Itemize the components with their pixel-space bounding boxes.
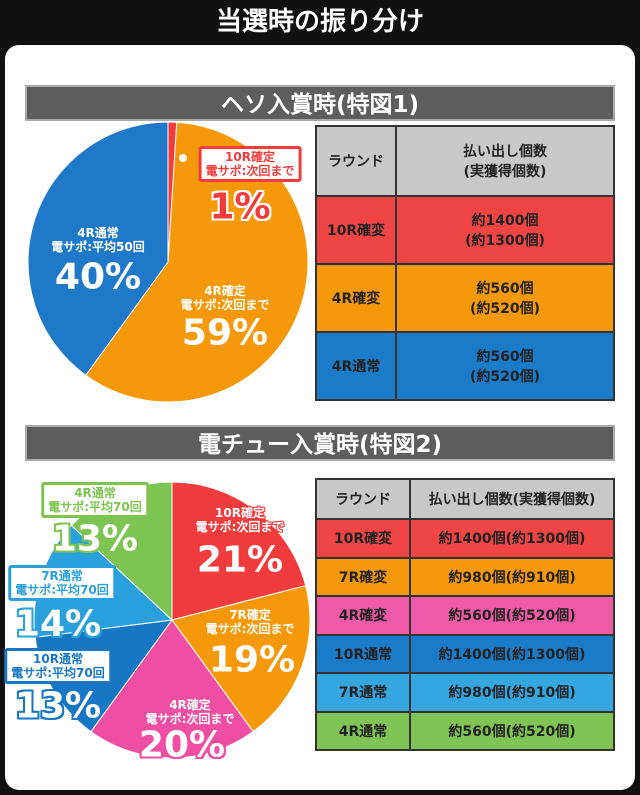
header-row: ラウンド 払い出し個数(実獲得個数)	[315, 478, 615, 520]
table-cell: 払い出し個数 (実獲得個数)	[395, 125, 615, 197]
table-cell: 10R確変	[315, 518, 411, 559]
page-title: 当選時の振り分け	[215, 7, 424, 37]
table-cell: 約560個(約520個)	[409, 595, 615, 636]
table-cell: 4R確変	[315, 263, 397, 333]
slice-label: 4R確定 電サポ:次回まで	[145, 698, 235, 726]
value-label: 20%	[138, 724, 226, 766]
slice-label: 10R通常 電サポ:平均70回	[4, 648, 112, 684]
pie-slice	[171, 585, 311, 733]
table-cell: 払い出し個数(実獲得個数)	[409, 478, 615, 520]
slice-label: 10R確定 電サポ:次回まで	[198, 146, 302, 182]
table-cell: 約1400個(約1300個)	[409, 633, 615, 674]
table-cell: 4R通常	[315, 710, 411, 751]
table-row: 4R通常 約560個 (約520個)	[315, 331, 615, 401]
table-cell: ラウンド	[315, 478, 411, 520]
table-cell: 約1400個 (約1300個)	[395, 195, 615, 265]
table-cell: ラウンド	[315, 125, 397, 197]
table-cell: 7R通常	[315, 672, 411, 713]
payout-table: ラウンド 払い出し個数(実獲得個数) 10R確変 約1400個(約1300個) 7R確変…	[315, 478, 615, 751]
pie-slice	[171, 481, 307, 621]
table-cell: 約560個 (約520個)	[395, 263, 615, 333]
payout-table: ラウンド 払い出し個数 (実獲得個数) 10R確変 約1400個 (約1300個) 4R…	[315, 125, 615, 401]
value-label: 1%	[209, 186, 271, 228]
table-row: 4R通常 約560個(約520個)	[315, 710, 615, 751]
slice-label: 10R確定 電サポ:次回まで	[195, 506, 285, 534]
table-row: 10R確変 約1400個 (約1300個)	[315, 195, 615, 265]
pie-slice	[90, 619, 254, 759]
slice-label: 4R通常 電サポ:平均50回	[51, 226, 145, 254]
value-label: 14%	[14, 603, 102, 645]
section-heading: ヘソ入賞時(特図1)	[25, 85, 615, 121]
table-cell: 約980個(約910個)	[409, 672, 615, 713]
table-row: 10R通常 約1400個(約1300個)	[315, 633, 615, 674]
slice-label: 4R通常 電サポ:平均70回	[41, 482, 149, 518]
value-label: 21%	[196, 539, 284, 581]
table-cell: 約560個 (約520個)	[395, 331, 615, 401]
value-label: 19%	[208, 639, 296, 681]
table-cell: 約560個(約520個)	[409, 710, 615, 751]
slice-label: 4R確定 電サポ:次回まで	[180, 284, 270, 312]
header-row: ラウンド 払い出し個数 (実獲得個数)	[315, 125, 615, 197]
table-cell: 10R確変	[315, 195, 397, 265]
table-row: 7R確変 約980個(約910個)	[315, 556, 615, 597]
pie-slice	[27, 121, 169, 376]
slice-label: 7R確定 電サポ:次回まで	[205, 608, 295, 636]
table-cell: 4R確変	[315, 595, 411, 636]
slice-label: 7R通常 電サポ:平均70回	[8, 565, 116, 601]
marker-dot	[179, 154, 187, 162]
table-cell: 約1400個(約1300個)	[409, 518, 615, 559]
table-cell: 4R通常	[315, 331, 397, 401]
table-row: 4R確変 約560個 (約520個)	[315, 263, 615, 333]
table-cell: 10R通常	[315, 633, 411, 674]
table-cell: 約980個(約910個)	[409, 556, 615, 597]
value-label: 13%	[51, 518, 139, 560]
table-row: 7R通常 約980個(約910個)	[315, 672, 615, 713]
table-row: 4R確変 約560個(約520個)	[315, 595, 615, 636]
value-label: 59%	[181, 312, 269, 354]
section-heading: 電チュー入賞時(特図2)	[25, 425, 615, 461]
value-label: 13%	[14, 685, 102, 727]
pie-slice	[85, 121, 309, 403]
table-cell: 7R確変	[315, 556, 411, 597]
table-row: 10R確変 約1400個(約1300個)	[315, 518, 615, 559]
value-label: 40%	[54, 256, 142, 298]
